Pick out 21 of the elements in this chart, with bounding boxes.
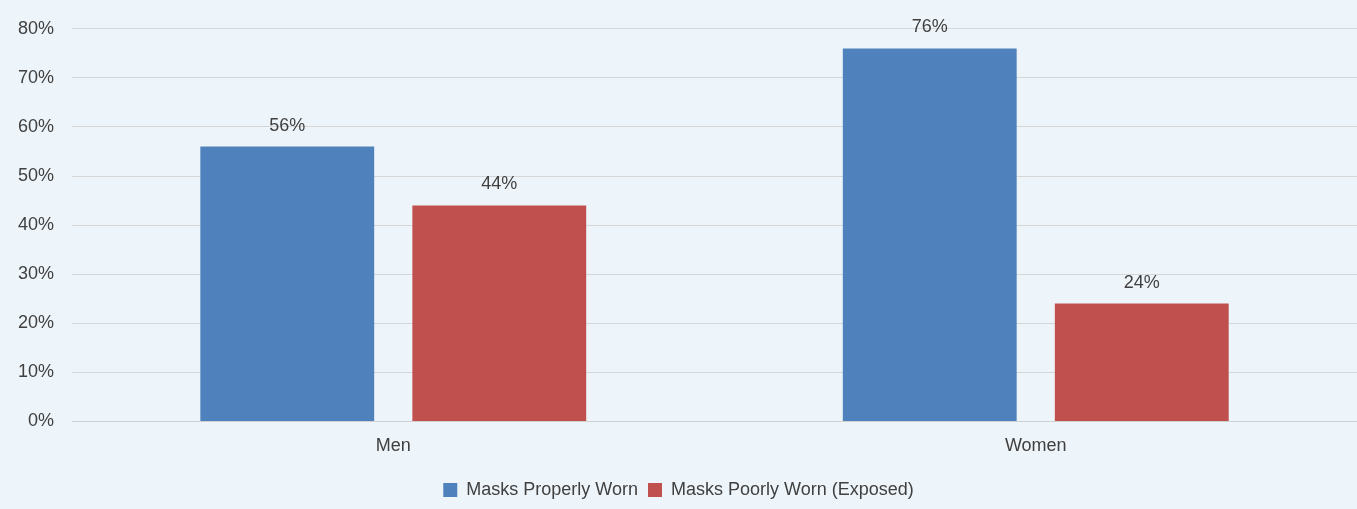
y-tick-label: 50%: [18, 164, 55, 185]
y-tick-label: 80%: [18, 17, 55, 38]
bar: [412, 205, 587, 421]
data-label: 76%: [911, 16, 948, 37]
bar: [1054, 303, 1229, 421]
data-label: 24%: [1123, 271, 1160, 292]
y-tick-label: 0%: [28, 410, 55, 431]
x-tick-label: Men: [375, 435, 411, 456]
y-tick-label: 10%: [18, 361, 55, 382]
y-tick-label: 20%: [18, 312, 55, 333]
data-label: 44%: [481, 173, 518, 194]
bar: [200, 146, 375, 421]
legend-label: Masks Properly Worn: [466, 478, 638, 499]
legend-label: Masks Poorly Worn (Exposed): [670, 478, 914, 499]
y-tick-label: 60%: [18, 115, 55, 136]
x-tick-label: Women: [1004, 435, 1067, 456]
y-tick-label: 40%: [18, 214, 55, 235]
data-label: 56%: [269, 114, 306, 135]
bar: [842, 48, 1017, 421]
y-tick-label: 30%: [18, 263, 55, 284]
y-tick-label: 70%: [18, 66, 55, 87]
